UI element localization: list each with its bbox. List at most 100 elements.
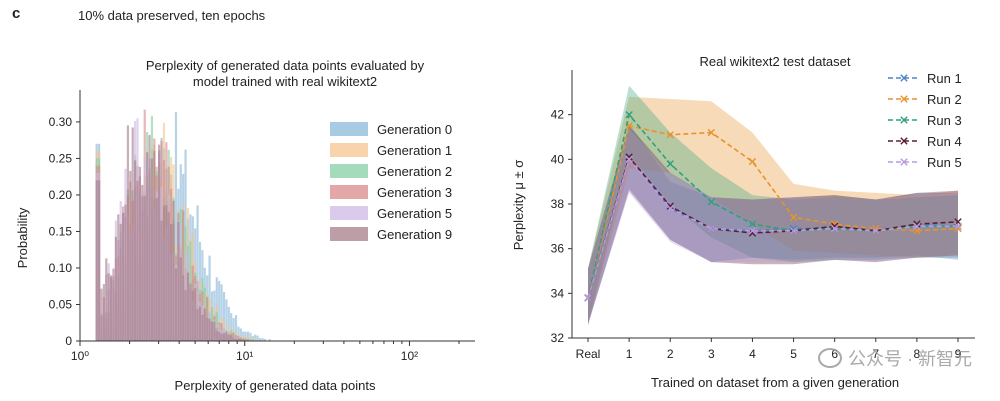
histogram-bar bbox=[218, 331, 221, 341]
point-marker bbox=[584, 294, 592, 302]
histogram-bar bbox=[244, 336, 247, 341]
histogram-bar bbox=[182, 275, 185, 341]
histogram-bar bbox=[122, 212, 125, 341]
histogram-bar bbox=[170, 224, 173, 341]
histogram-bar bbox=[244, 338, 247, 341]
x-tick-label: 7 bbox=[872, 347, 879, 361]
histogram-bar bbox=[258, 338, 262, 341]
y-tick-label: 0.25 bbox=[49, 151, 73, 165]
legend-label: Generation 2 bbox=[377, 164, 452, 179]
histogram-bar bbox=[97, 180, 101, 341]
y-tick-label: 0.30 bbox=[49, 115, 73, 129]
point-marker bbox=[748, 220, 757, 228]
y-tick-label: 0.15 bbox=[49, 224, 73, 238]
x-tick-label: 8 bbox=[914, 347, 921, 361]
histogram-bar bbox=[246, 331, 250, 341]
histogram-bar bbox=[131, 127, 134, 341]
y-tick-label: 0 bbox=[65, 334, 72, 348]
histogram-bar bbox=[148, 135, 151, 341]
point-marker bbox=[666, 160, 674, 168]
line-run-4 bbox=[587, 155, 959, 299]
band-run-4 bbox=[588, 125, 958, 325]
histogram-bar bbox=[172, 200, 175, 341]
y-tick-label: 38 bbox=[551, 197, 565, 211]
histogram-bar bbox=[254, 334, 257, 341]
chart-title-line: model trained with real wikitext2 bbox=[193, 74, 377, 89]
histogram-bar bbox=[237, 338, 240, 341]
histogram-bar bbox=[225, 332, 228, 341]
y-tick-label: 32 bbox=[551, 331, 565, 345]
legend-swatch bbox=[330, 206, 368, 220]
histogram-bar bbox=[196, 308, 199, 341]
legend-swatch bbox=[330, 143, 368, 157]
histogram-bar bbox=[263, 338, 266, 341]
band-run-5 bbox=[588, 128, 958, 325]
histogram-bar bbox=[107, 273, 110, 341]
line-run-2 bbox=[587, 124, 959, 298]
histogram-bar bbox=[225, 299, 228, 341]
legend-marker bbox=[900, 74, 908, 82]
line-run-5 bbox=[587, 157, 958, 299]
y-tick-label: 0.05 bbox=[49, 297, 73, 311]
histogram-bar bbox=[174, 268, 178, 341]
point-marker bbox=[789, 227, 798, 235]
point-marker bbox=[954, 222, 962, 231]
histogram-bar bbox=[143, 195, 146, 341]
histogram-bar bbox=[242, 331, 245, 341]
histogram-bar bbox=[220, 333, 223, 341]
histogram-bar bbox=[201, 314, 204, 341]
legend: Run 1 Run 2 Run 3 Run 4 Run 5 bbox=[888, 71, 962, 170]
histogram-bar bbox=[102, 284, 105, 341]
band-run-3 bbox=[588, 85, 958, 325]
histogram-bar bbox=[254, 339, 257, 341]
histogram-bar bbox=[230, 313, 233, 341]
y-tick-label: 40 bbox=[551, 152, 565, 166]
x-tick-label: 3 bbox=[708, 347, 715, 361]
y-axis-label: Probability bbox=[15, 207, 30, 268]
histogram-bar bbox=[134, 160, 137, 341]
x-axis-label: Perplexity of generated data points bbox=[175, 378, 376, 393]
point-marker bbox=[625, 155, 633, 164]
legend-label: Generation 5 bbox=[377, 206, 452, 221]
y-tick-label: 42 bbox=[551, 108, 565, 122]
histogram-bar bbox=[232, 318, 235, 341]
legend-label: Generation 1 bbox=[377, 143, 452, 158]
histogram-bar bbox=[105, 258, 108, 341]
point-marker bbox=[625, 110, 633, 119]
point-marker bbox=[789, 213, 798, 222]
histogram-bar bbox=[210, 321, 214, 341]
histogram-bar bbox=[251, 336, 254, 341]
histogram-bar bbox=[227, 334, 230, 341]
histogram-bar bbox=[239, 338, 242, 341]
histogram-bar bbox=[150, 158, 154, 341]
point-marker bbox=[830, 224, 839, 233]
x-tick-label: 10¹ bbox=[236, 349, 253, 363]
histogram-bar bbox=[167, 211, 170, 341]
histogram-bar bbox=[124, 204, 127, 341]
point-marker bbox=[913, 222, 921, 231]
histogram-bar bbox=[189, 283, 192, 341]
histogram-bar bbox=[177, 221, 180, 341]
legend-swatch bbox=[330, 227, 368, 241]
histogram-bar bbox=[222, 292, 226, 341]
histogram-bar bbox=[208, 255, 211, 341]
histogram-bar bbox=[261, 338, 264, 341]
histogram-bar bbox=[198, 306, 202, 341]
histogram-bar bbox=[206, 317, 209, 341]
histogram-bar bbox=[232, 337, 235, 341]
x-tick-label: 10⁰ bbox=[71, 349, 89, 363]
x-tick-label: 1 bbox=[626, 347, 633, 361]
band-run-1 bbox=[588, 123, 958, 325]
legend-swatch bbox=[330, 122, 368, 136]
y-tick-label: 34 bbox=[551, 286, 565, 300]
histogram-bar bbox=[227, 306, 230, 341]
histogram-bar bbox=[239, 328, 242, 341]
histogram-bar bbox=[249, 338, 252, 341]
histogram-bar bbox=[186, 272, 190, 341]
legend-label: Run 2 bbox=[927, 92, 962, 107]
x-axis-label: Trained on dataset from a given generati… bbox=[651, 375, 899, 390]
y-tick-label: 36 bbox=[551, 242, 565, 256]
legend-marker bbox=[900, 158, 908, 166]
histogram-bar bbox=[160, 220, 163, 341]
